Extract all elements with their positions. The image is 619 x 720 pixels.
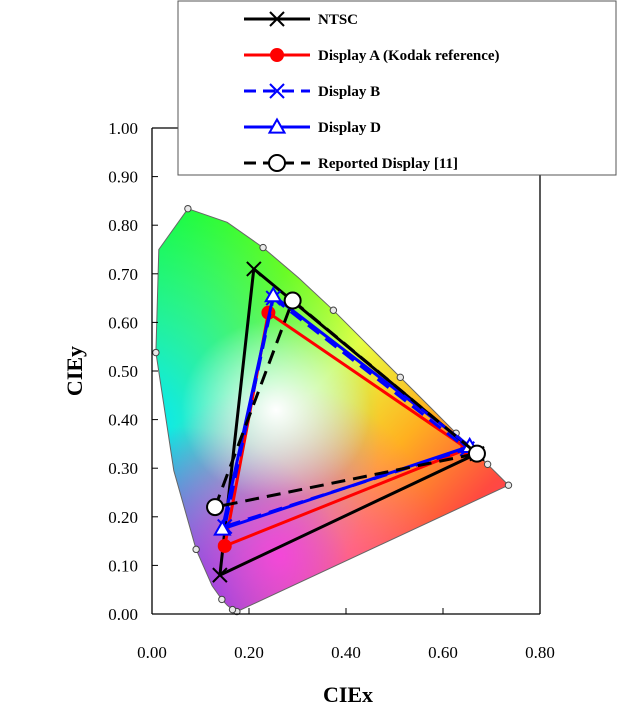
y-tick-label: 0.00 (108, 605, 138, 624)
series-4 (206, 291, 486, 517)
series-point (217, 538, 232, 553)
series-point (264, 286, 283, 303)
y-tick-label: 0.30 (108, 459, 138, 478)
x-tick-label: 0.80 (525, 643, 555, 662)
x-axis-title: CIEx (323, 682, 373, 707)
series-point (213, 519, 232, 536)
y-tick-label: 0.20 (108, 508, 138, 527)
y-tick-label: 0.50 (108, 362, 138, 381)
x-tick-label: 0.00 (137, 643, 167, 662)
legend-label: Display A (Kodak reference) (318, 48, 500, 64)
y-tick-label: 0.70 (108, 265, 138, 284)
spectral-locus-gamut (155, 208, 509, 612)
x-tick-label: 0.40 (331, 643, 361, 662)
locus-marker (192, 545, 200, 554)
locus-marker (184, 204, 192, 213)
legend-marker (269, 83, 285, 99)
legend-entry: NTSC (244, 11, 358, 28)
legend-label: Display B (318, 84, 380, 100)
series-point (246, 261, 262, 277)
series-point (467, 444, 486, 463)
locus-marker (259, 243, 267, 252)
legend-label: Reported Display [11] (318, 156, 458, 172)
locus-marker (228, 605, 237, 614)
series-line (220, 294, 472, 531)
spectral-locus-markers (152, 204, 513, 616)
locus-marker (396, 373, 405, 382)
locus-marker (152, 348, 160, 357)
legend-entry: Display A (Kodak reference) (244, 48, 500, 64)
locus-marker (483, 460, 492, 469)
locus-marker (504, 481, 513, 489)
y-tick-label: 0.60 (108, 313, 138, 332)
legend-entry: Reported Display [11] (244, 154, 458, 172)
legend-label: Display D (318, 120, 381, 136)
series-point (212, 567, 228, 583)
y-tick-label: 0.10 (108, 556, 138, 575)
legend-marker (268, 154, 286, 172)
legend-label: NTSC (318, 12, 358, 28)
y-tick-label: 0.80 (108, 216, 138, 235)
x-ticks: 0.00 0.20 0.40 0.60 0.80 (137, 608, 555, 662)
legend-entry: Display B (244, 83, 380, 100)
legend-box (177, 0, 617, 176)
series-point (206, 498, 225, 517)
legend-entry: Display D (244, 117, 381, 136)
legend: NTSC Display A (Kodak reference) Display B… (177, 0, 617, 176)
y-tick-label: 1.00 (108, 119, 138, 138)
legend-marker (267, 117, 287, 134)
y-axis-title: CIEy (62, 346, 87, 396)
locus-marker (329, 306, 338, 314)
locus-marker (218, 595, 226, 604)
x-tick-label: 0.60 (428, 643, 458, 662)
series-line (213, 299, 479, 509)
series-point (283, 291, 302, 310)
y-tick-label: 0.90 (108, 168, 138, 187)
series-layer (206, 261, 486, 583)
y-tick-label: 0.40 (108, 411, 138, 430)
x-tick-label: 0.20 (234, 643, 264, 662)
y-ticks: 0.00 0.10 0.20 0.30 0.40 0.50 0.60 0.70 0.80 0.90… (108, 119, 158, 624)
legend-marker (269, 11, 285, 27)
legend-marker (270, 48, 284, 62)
